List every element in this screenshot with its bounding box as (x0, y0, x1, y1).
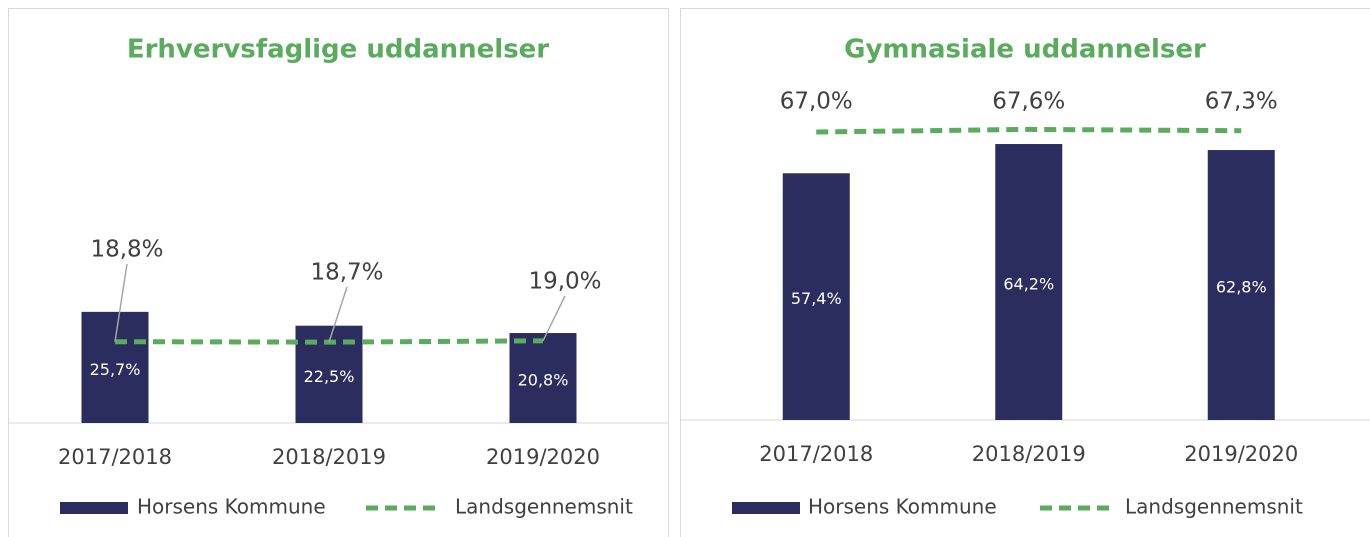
line-value-label: 67,0% (780, 89, 853, 115)
bar (81, 311, 149, 423)
bar-value-label: 62,8% (1216, 278, 1267, 297)
line-value-label: 18,8% (90, 237, 163, 263)
legend-swatch (732, 502, 800, 514)
x-tick-label: 2017/2018 (58, 445, 172, 469)
x-tick-label: 2018/2019 (972, 442, 1086, 466)
bar (509, 333, 577, 423)
bar-value-label: 57,4% (791, 289, 842, 308)
bar-value-label: 25,7% (90, 360, 141, 379)
bar-value-label: 64,2% (1003, 275, 1054, 294)
x-tick-label: 2019/2020 (1184, 442, 1298, 466)
legend-label: Horsens Kommune (137, 495, 326, 519)
line-value-label: 67,6% (992, 89, 1065, 115)
line-value-label: 19,0% (528, 269, 601, 295)
legend-label: Horsens Kommune (808, 495, 997, 519)
line-value-label: 67,3% (1205, 89, 1278, 115)
leader-line (114, 263, 128, 342)
bar (1207, 150, 1275, 420)
panel-border (680, 8, 1370, 537)
line-value-label: 18,7% (310, 260, 383, 286)
chart-title: Gymnasiale uddannelser (844, 35, 1206, 65)
panel-border (8, 8, 669, 537)
chart-title: Erhvervsfaglige uddannelser (127, 35, 549, 65)
bar (782, 173, 850, 420)
legend-label: Landsgennemsnit (455, 495, 633, 519)
line (114, 338, 544, 345)
line (816, 126, 1242, 135)
bar (995, 144, 1063, 420)
leader-line (542, 295, 566, 342)
legend-label: Landsgennemsnit (1125, 495, 1303, 519)
leader-line (328, 286, 348, 343)
legend-swatch (60, 502, 128, 514)
bar-value-label: 20,8% (518, 371, 569, 390)
x-tick-label: 2019/2020 (486, 445, 600, 469)
x-tick-label: 2017/2018 (759, 442, 873, 466)
bar-value-label: 22,5% (304, 367, 355, 386)
x-tick-label: 2018/2019 (272, 445, 386, 469)
